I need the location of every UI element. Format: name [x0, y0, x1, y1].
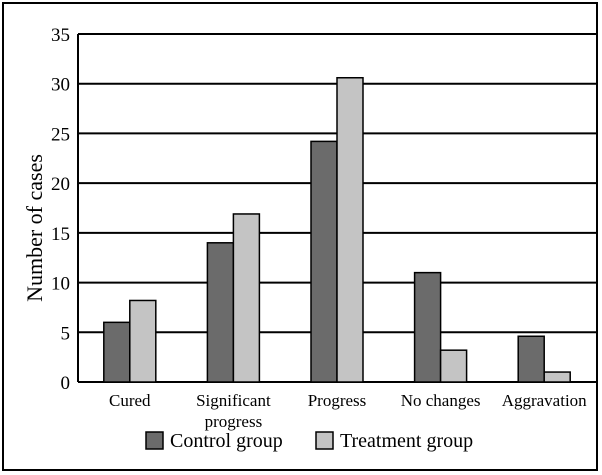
y-tick-label: 10: [51, 274, 70, 295]
bar-control: [207, 243, 233, 382]
x-tick-label: Cured: [109, 391, 151, 410]
x-tick-label: Progress: [308, 391, 367, 410]
bar-control: [518, 336, 544, 382]
bar-treatment: [337, 78, 363, 382]
bar-control: [311, 141, 337, 382]
bar-treatment: [441, 350, 467, 382]
legend-swatch: [146, 432, 163, 449]
bar-control: [104, 322, 130, 382]
x-tick-label: Significant progress: [196, 391, 271, 431]
y-tick-label: 35: [51, 25, 70, 46]
bar-treatment: [233, 214, 259, 382]
bar-control: [415, 273, 441, 382]
x-tick-label: Aggravation: [502, 391, 587, 410]
y-tick-label: 25: [51, 124, 70, 145]
legend-label: Treatment group: [340, 430, 473, 452]
y-tick-label: 5: [61, 323, 71, 344]
bar-treatment: [544, 372, 570, 382]
y-tick-label: 20: [51, 174, 70, 195]
y-tick-label: 30: [51, 75, 70, 96]
legend-swatch: [316, 432, 333, 449]
bar-treatment: [130, 300, 156, 382]
legend-label: Control group: [170, 430, 283, 452]
y-tick-label: 0: [61, 373, 71, 394]
y-axis-label: Number of cases: [22, 154, 47, 302]
x-tick-label: No changes: [401, 391, 481, 410]
y-tick-label: 15: [51, 224, 70, 245]
